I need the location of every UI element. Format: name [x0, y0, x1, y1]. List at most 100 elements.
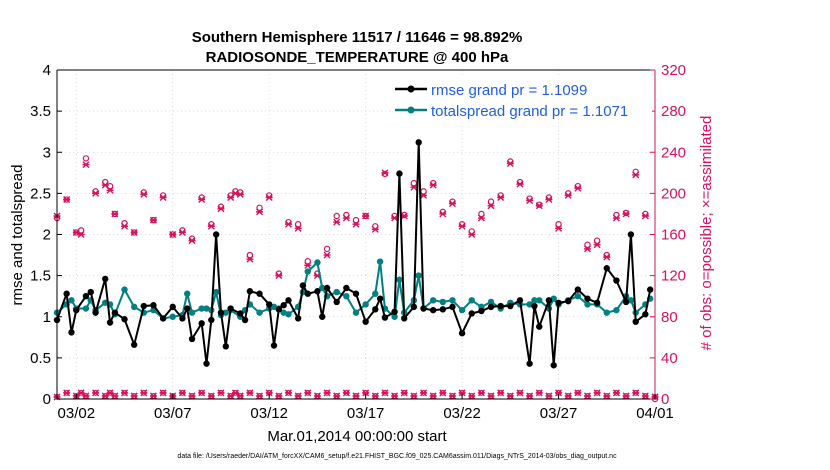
rmse-point: [439, 306, 447, 313]
possible-point: [381, 170, 389, 178]
rmse-point: [203, 360, 210, 367]
possible-low-point: [160, 389, 166, 396]
possible-low-point: [565, 393, 572, 399]
assimilated-point: [564, 191, 572, 199]
possible-low-point: [343, 389, 350, 396]
assimilated-point: [477, 214, 485, 222]
possible-low-point: [275, 393, 282, 399]
possible-low-point: [121, 389, 128, 396]
assimilated-point: [497, 193, 505, 201]
rmse-point: [299, 282, 307, 289]
spread-point: [333, 288, 340, 296]
x-tick-label: 03/22: [443, 405, 481, 422]
assimilated-point: [333, 218, 341, 226]
y2-tick-label: 120: [661, 268, 686, 285]
y2-tick-label: 80: [661, 309, 678, 326]
rmse-point: [304, 290, 311, 297]
x-tick-label: 03/02: [58, 405, 96, 422]
possible-low-point: [546, 393, 552, 399]
possible-low-point: [285, 389, 292, 396]
rmse-point: [265, 301, 273, 308]
assimilated-point: [77, 231, 85, 238]
possible-low-point: [507, 393, 514, 399]
rmse-point: [603, 265, 610, 272]
spread-point: [314, 259, 321, 266]
spread-point: [188, 309, 196, 316]
possible-low-point: [594, 389, 601, 396]
assimilated-point: [535, 202, 543, 210]
spread-point: [304, 268, 311, 275]
rmse-point: [150, 302, 157, 309]
rmse-point: [227, 305, 234, 312]
rmse-point: [497, 302, 504, 310]
y-tick-label: 2: [43, 227, 51, 244]
spread-point: [343, 292, 350, 300]
assimilated-point: [381, 169, 389, 177]
assimilated-point: [82, 161, 90, 169]
rmse-point: [159, 315, 167, 322]
spread-point: [468, 297, 475, 304]
rmse-point: [217, 309, 225, 316]
y-tick-label: 0.5: [30, 350, 51, 367]
spread-point: [222, 309, 229, 316]
assimilated-point: [429, 181, 437, 189]
chart-subtitle: RADIOSONDE_TEMPERATURE @ 400 hPa: [206, 49, 509, 66]
rmse-point: [555, 299, 562, 306]
assimilated-point: [188, 237, 196, 245]
rmse-point: [73, 306, 80, 314]
y-tick-label: 2.5: [30, 185, 51, 202]
possible-low-point: [372, 393, 379, 399]
rmse-point: [362, 318, 369, 325]
assimilated-point: [178, 228, 186, 236]
rmse-point: [256, 290, 263, 297]
possible-point: [487, 198, 495, 205]
y-tick-label: 1: [43, 309, 51, 326]
rmse-point: [564, 297, 572, 305]
possible-point: [410, 179, 418, 187]
y2-tick-label: 160: [661, 227, 686, 244]
rmse-point: [410, 303, 418, 311]
rmse-point: [550, 362, 557, 369]
assimilated-point: [506, 160, 514, 168]
spread-point: [184, 290, 191, 297]
rmse-point: [376, 295, 384, 302]
rmse-point: [343, 284, 350, 292]
possible-low-point: [111, 393, 118, 399]
assimilated-point: [593, 241, 601, 249]
rmse-point: [179, 315, 186, 322]
possible-point: [256, 204, 263, 211]
possible-low-point: [468, 393, 475, 399]
spread-point: [285, 311, 292, 318]
assimilated-point: [545, 196, 553, 204]
spread-point: [203, 305, 210, 312]
assimilated-point: [362, 212, 370, 220]
rmse-point: [323, 284, 331, 292]
assimilated-point: [603, 253, 611, 261]
rmse-point: [92, 309, 99, 316]
assimilated-point: [106, 186, 114, 194]
assimilated-point: [516, 180, 524, 188]
possible-low-point: [218, 389, 224, 396]
spread-point: [627, 297, 635, 304]
possible-low-point: [526, 393, 533, 399]
possible-low-point: [517, 389, 523, 396]
possible-point: [622, 209, 630, 217]
spread-point: [536, 297, 543, 304]
assimilated-point: [256, 208, 264, 216]
assimilated-point: [439, 210, 447, 218]
rmse-point: [429, 306, 437, 314]
assimilated-point: [371, 225, 379, 233]
assimilated-point: [448, 200, 456, 208]
spread-point: [449, 297, 456, 304]
rmse-point: [468, 310, 475, 317]
x-tick-label: 03/07: [154, 405, 192, 422]
x-tick-label: 03/17: [347, 405, 385, 422]
legend: rmse grand pr = 1.1099 totalspread grand…: [392, 78, 652, 120]
rmse-point: [237, 310, 244, 317]
rmse-point: [294, 315, 302, 322]
rmse-point: [526, 360, 533, 367]
assimilated-point: [236, 190, 244, 198]
possible-low-point: [140, 389, 147, 396]
possible-low-point: [83, 393, 89, 399]
